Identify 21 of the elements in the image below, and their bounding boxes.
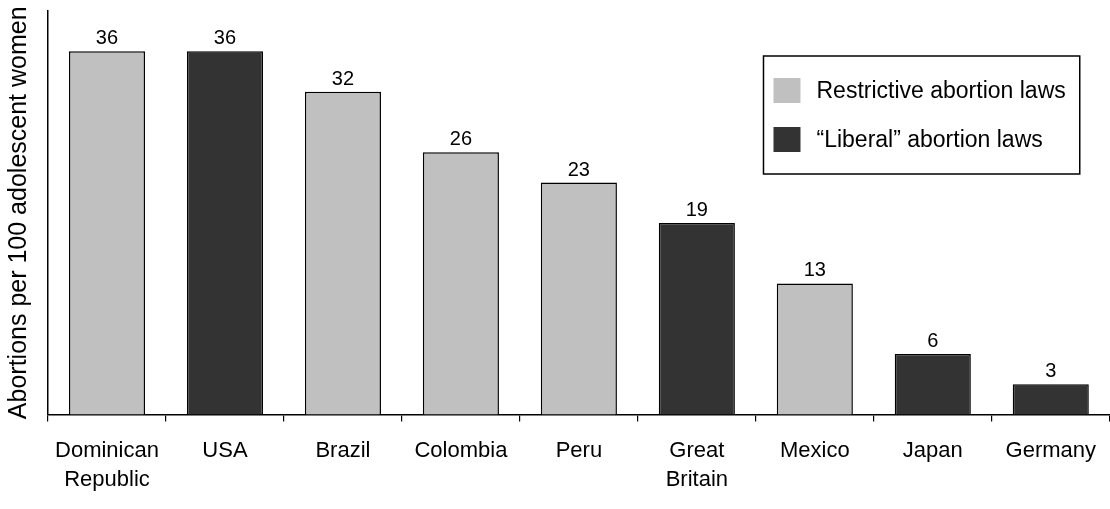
legend-label: “Liberal” abortion laws (816, 125, 1043, 152)
x-tick-label: Peru (555, 436, 603, 462)
legend-label: Restrictive abortion laws (816, 76, 1066, 103)
x-tick-label: Colombia (414, 436, 509, 462)
x-tick-label: Germany (1005, 436, 1097, 462)
data-label: 26 (449, 127, 473, 150)
x-tick-label: Dominican Republic (55, 436, 159, 492)
data-label: 3 (1045, 359, 1057, 382)
x-tick-label: USA (202, 436, 248, 462)
data-label: 32 (331, 66, 355, 89)
x-tick-label: Great Britain (665, 436, 729, 492)
y-axis-title: Abortions per 100 adolescent women (2, 6, 31, 420)
data-label: 6 (927, 329, 939, 352)
x-tick-label: Japan (902, 436, 963, 462)
x-tick-label: Brazil (315, 436, 371, 462)
data-label: 19 (685, 197, 708, 220)
data-label: 36 (213, 26, 237, 49)
data-label: 36 (95, 26, 119, 49)
data-label: 13 (803, 258, 826, 281)
data-label: 23 (567, 157, 590, 180)
x-tick-label: Mexico (779, 436, 850, 462)
